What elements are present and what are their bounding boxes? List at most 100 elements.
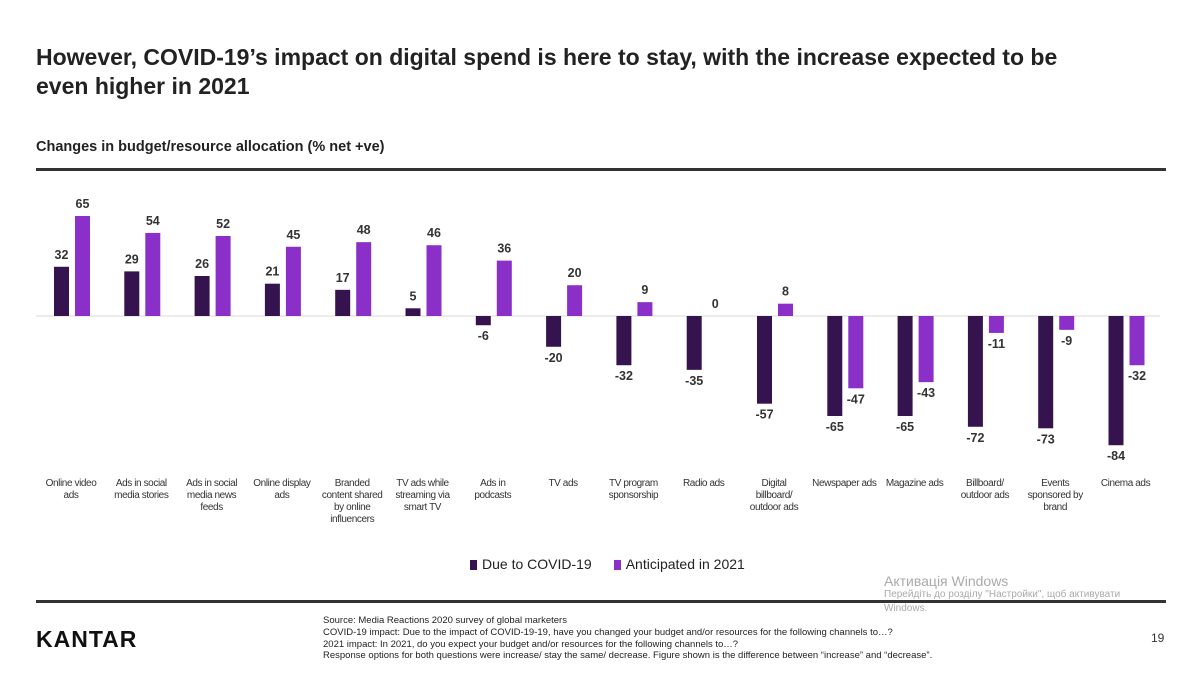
data-label: 54 xyxy=(146,214,160,228)
windows-activation-watermark[interactable]: Активація Windows Перейдіть до розділу "… xyxy=(884,574,1120,616)
data-label: 20 xyxy=(568,266,582,280)
x-tick-label: streaming via xyxy=(395,490,450,501)
x-tick-label: sponsorship xyxy=(609,490,659,501)
data-label: 26 xyxy=(195,257,209,271)
legend: Due to COVID-19 Anticipated in 2021 xyxy=(470,556,745,572)
bar-anticipated-2021 xyxy=(778,303,793,316)
legend-swatch xyxy=(470,560,477,570)
legend-label: Anticipated in 2021 xyxy=(625,556,745,572)
data-label: -9 xyxy=(1061,334,1072,348)
data-label: -32 xyxy=(1128,369,1146,383)
bar-anticipated-2021 xyxy=(988,316,1004,333)
bar-due-to-covid xyxy=(194,276,210,316)
watermark-line: Перейдіть до розділу "Настройки", щоб ак… xyxy=(884,589,1121,600)
x-tick-label: by online xyxy=(334,502,371,513)
data-label: 17 xyxy=(336,271,350,285)
bar-due-to-covid xyxy=(335,289,351,316)
x-tick-label: TV ads while xyxy=(396,478,449,489)
data-label: 46 xyxy=(427,226,441,240)
bar-due-to-covid xyxy=(475,316,491,326)
data-label: 65 xyxy=(76,197,90,211)
footnote: 2021 impact: In 2021, do you expect your… xyxy=(323,638,739,650)
page-title: However, COVID-19’s impact on digital sp… xyxy=(36,44,1058,99)
data-label: 32 xyxy=(55,248,69,262)
data-label: 29 xyxy=(125,252,139,266)
x-tick-label: content shared xyxy=(322,490,383,501)
legend-label: Due to COVID-19 xyxy=(482,556,592,572)
watermark-line: Windows. xyxy=(884,603,928,614)
bar-due-to-covid xyxy=(967,316,983,427)
x-tick-label: Billboard/ xyxy=(966,478,1004,489)
data-label: -65 xyxy=(826,420,844,434)
data-label: -43 xyxy=(917,386,935,400)
bar-due-to-covid xyxy=(757,316,772,404)
data-label: 45 xyxy=(286,228,300,242)
bar-due-to-covid xyxy=(1038,316,1054,429)
footnote: Source: Media Reactions 2020 survey of g… xyxy=(323,615,567,626)
bar-due-to-covid xyxy=(1108,316,1124,446)
x-tick-label: outdoor ads xyxy=(961,490,1010,501)
bar-anticipated-2021 xyxy=(356,242,372,316)
data-label: -32 xyxy=(615,369,633,383)
data-label: 5 xyxy=(410,289,417,303)
bar-anticipated-2021 xyxy=(145,232,161,316)
bar-anticipated-2021 xyxy=(1129,316,1145,366)
data-label: -35 xyxy=(685,374,703,388)
x-tick-label: influencers xyxy=(330,514,374,525)
x-tick-label: Events xyxy=(1041,478,1070,489)
bar-due-to-covid xyxy=(827,316,843,416)
x-tick-label: feeds xyxy=(200,502,223,513)
chart-subtitle: Changes in budget/resource allocation (%… xyxy=(36,139,385,155)
data-label: 0 xyxy=(712,297,719,311)
divider-top xyxy=(36,168,1166,171)
data-label: 36 xyxy=(497,242,511,256)
kantar-logo: KANTAR xyxy=(36,626,138,652)
bar-due-to-covid xyxy=(616,316,632,366)
bar-anticipated-2021 xyxy=(496,260,512,316)
bar-due-to-covid xyxy=(264,283,280,316)
x-tick-label: podcasts xyxy=(474,490,511,501)
x-tick-label: ads xyxy=(274,490,289,501)
x-tick-label: outdoor ads xyxy=(750,502,799,513)
x-tick-label: Newspaper ads xyxy=(812,478,877,489)
footnote: Response options for both questions were… xyxy=(323,650,933,662)
data-label: 9 xyxy=(641,283,648,297)
data-label: 48 xyxy=(357,223,371,237)
data-label: -47 xyxy=(847,392,865,406)
x-tick-label: Ads in social xyxy=(116,478,167,489)
x-tick-label: Ads in xyxy=(480,478,505,489)
footnotes: Source: Media Reactions 2020 survey of g… xyxy=(323,615,932,662)
divider-bottom xyxy=(36,600,1166,603)
data-label: -72 xyxy=(966,431,984,445)
watermark-line: Активація Windows xyxy=(884,573,1009,589)
data-label: -57 xyxy=(755,408,773,422)
x-tick-label: media stories xyxy=(114,490,169,501)
x-tick-label: brand xyxy=(1043,502,1067,513)
x-tick-label: Cinema ads xyxy=(1101,478,1151,489)
bar-anticipated-2021 xyxy=(285,246,301,316)
x-tick-label: Online display xyxy=(253,478,311,489)
data-label: -20 xyxy=(545,351,563,365)
x-tick-label: TV ads xyxy=(548,478,578,489)
bar-due-to-covid xyxy=(897,316,913,416)
bar-due-to-covid xyxy=(546,316,562,347)
bar-anticipated-2021 xyxy=(918,316,934,383)
footnote: COVID-19 impact: Due to the impact of CO… xyxy=(323,626,893,638)
data-label: -65 xyxy=(896,420,914,434)
data-label: 8 xyxy=(782,285,789,299)
bar-due-to-covid xyxy=(686,316,702,370)
bar-due-to-covid xyxy=(405,308,421,316)
x-tick-label: Radio ads xyxy=(683,478,725,489)
bar-anticipated-2021 xyxy=(848,316,864,389)
data-label: -84 xyxy=(1107,449,1125,463)
x-tick-label: smart TV xyxy=(404,502,442,513)
x-tick-label: Digital xyxy=(762,478,787,489)
x-tick-label: Online video xyxy=(46,478,98,489)
x-tick-label: media news xyxy=(187,490,237,501)
x-tick-label: Magazine ads xyxy=(886,478,944,489)
x-tick-label: TV program xyxy=(609,478,658,489)
bar-anticipated-2021 xyxy=(567,285,583,316)
data-label: 21 xyxy=(265,265,279,279)
